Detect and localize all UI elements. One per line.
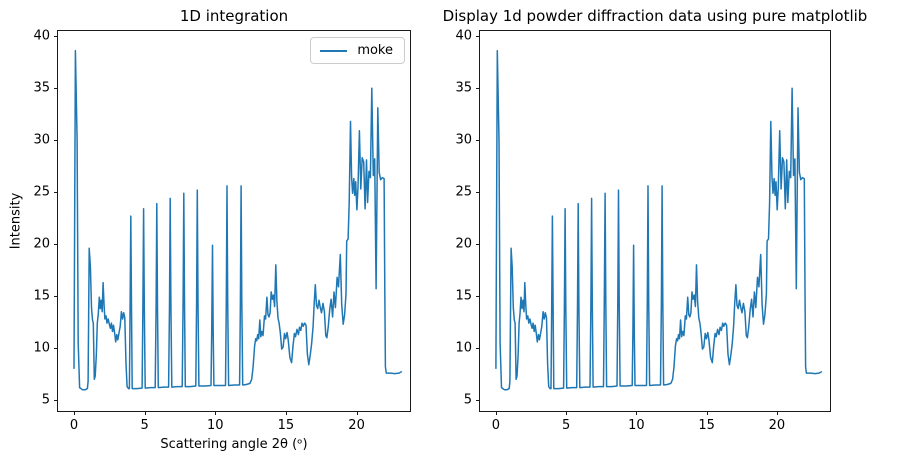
plot-title: 1D integration	[179, 6, 289, 25]
y-tick-label: 35	[33, 80, 50, 96]
x-tick-label: 20	[768, 418, 786, 433]
plot-1d-integration: 1D integration moke Scattering angle 2θ …	[9, 7, 411, 452]
y-tick-mark	[54, 88, 58, 90]
y-tick-mark	[476, 88, 480, 90]
y-tick-mark	[54, 348, 58, 350]
diffraction-line-chart	[73, 50, 403, 391]
x-tick-label: 10	[206, 418, 224, 433]
x-tick-label: 15	[277, 418, 295, 433]
y-tick-mark	[54, 244, 58, 246]
y-tick-mark	[54, 36, 58, 38]
y-tick-label: 20	[455, 236, 472, 252]
x-tick-label: 5	[140, 418, 149, 433]
y-tick-mark	[476, 244, 480, 246]
y-tick-label: 10	[33, 340, 50, 356]
y-axis-label: Intensity	[8, 192, 24, 250]
y-tick-label: 5	[463, 392, 472, 408]
y-tick-mark	[476, 348, 480, 350]
x-tick-label: 10	[628, 418, 645, 433]
y-tick-mark	[54, 192, 58, 194]
y-tick-mark	[476, 192, 480, 194]
x-tick-mark	[144, 411, 146, 415]
y-tick-label: 20	[33, 236, 50, 252]
plot-title: Display 1d powder diffraction data using…	[442, 6, 868, 25]
y-tick-mark	[476, 400, 480, 402]
y-tick-mark	[476, 140, 480, 142]
legend-line-sample-icon	[320, 49, 348, 52]
y-tick-label: 10	[455, 340, 472, 356]
x-tick-mark	[566, 411, 568, 415]
x-tick-mark	[73, 411, 75, 415]
x-tick-mark	[285, 411, 287, 415]
y-tick-mark	[476, 36, 480, 38]
x-tick-label: 5	[561, 418, 571, 433]
x-tick-mark	[636, 411, 638, 415]
diffraction-line-chart	[495, 50, 823, 391]
x-axis-label: Scattering angle 2θ (ᵒ)	[160, 437, 308, 452]
y-tick-label: 15	[455, 288, 472, 304]
series-moke	[495, 50, 823, 391]
x-tick-mark	[776, 411, 778, 415]
y-tick-label: 40	[33, 28, 50, 44]
y-tick-label: 30	[455, 132, 472, 148]
x-tick-mark	[495, 411, 497, 415]
x-tick-label: 0	[69, 418, 79, 433]
y-tick-label: 40	[455, 28, 472, 44]
plot-pure-matplotlib: Display 1d powder diffraction data using…	[443, 7, 868, 433]
x-tick-mark	[215, 411, 217, 415]
y-tick-mark	[54, 400, 58, 402]
x-tick-label: 20	[348, 418, 365, 433]
x-tick-label: 0	[491, 418, 501, 433]
y-tick-label: 25	[33, 184, 50, 200]
y-tick-label: 5	[41, 392, 50, 408]
y-tick-mark	[54, 296, 58, 298]
y-tick-label: 25	[455, 184, 472, 200]
series-moke	[73, 50, 403, 391]
x-tick-mark	[706, 411, 708, 415]
legend-label: moke	[357, 43, 393, 58]
y-tick-label: 30	[33, 132, 50, 148]
legend: moke	[310, 37, 405, 64]
y-tick-label: 15	[33, 288, 50, 304]
x-tick-label: 15	[698, 418, 715, 433]
y-tick-mark	[476, 296, 480, 298]
y-tick-label: 35	[455, 80, 472, 96]
x-tick-mark	[356, 411, 358, 415]
y-tick-mark	[54, 140, 58, 142]
